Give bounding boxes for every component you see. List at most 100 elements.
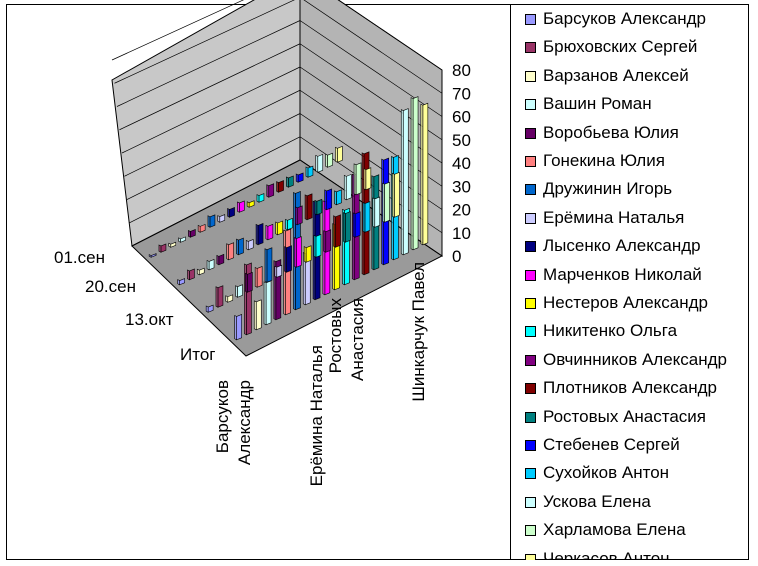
bar-side-15-1 [324,189,327,211]
bar-6-0 [209,214,216,228]
bar-14-2 [345,211,351,243]
legend-label: Марченков Николай [543,264,702,284]
legend-item: Ускова Елена [511,487,748,515]
bar-side-3-1 [206,259,210,271]
legend-swatch [525,99,536,111]
gridline [126,113,301,200]
bar-15-0 [297,172,304,183]
bar-side-7-2 [274,265,278,278]
bar-side-4-2 [245,272,248,293]
bar-side-7-0 [217,215,221,223]
legend-label: Овчинников Александр [543,349,728,369]
date-axis-label: 13.окт [125,310,174,329]
legend-swatch [525,468,536,480]
bar-side-9-1 [265,224,269,241]
bar-side-17-2 [372,197,376,228]
bar-12-2 [325,229,332,253]
bar-side-11-2 [313,234,317,258]
bar-side-15-2 [352,212,356,238]
bar-8-2 [286,245,292,273]
bar-14-0 [288,175,294,188]
bar-side-17-0 [315,154,319,173]
legend-swatch [525,383,536,395]
legend-swatch [525,212,536,224]
legend-swatch [525,525,536,537]
bar-6-1 [238,237,244,256]
bar-side-19-0 [335,146,338,163]
bar-side-13-1 [304,194,308,221]
bar-side-5-0 [197,224,201,233]
legend-swatch [525,241,536,253]
person-axis-label: Барсуков [213,380,232,453]
bar-6-2 [266,247,273,283]
legend-swatch [525,156,536,167]
chart-plot-area: 0 10 20 30 40 50 60 70 80 01.сен 20.сен 13.окт Итог Б… [54,0,471,486]
gridline [119,43,301,131]
bar-8-0 [229,206,235,218]
bar-side-19-2 [392,172,395,218]
bar-19-1 [365,167,372,191]
legend-item: Ерёмина Наталья [511,203,748,231]
gridline [303,0,443,94]
z-tick-label: 40 [452,154,471,173]
bar-19-0 [337,145,343,163]
bar-side-13-0 [276,181,279,193]
z-tick-label: 60 [452,108,471,127]
legend-label: Воробьева Юлия [543,122,679,142]
gridline [111,0,245,61]
bar-side-6-2 [264,248,268,283]
bar-side-3-2 [235,285,238,298]
bar-side-1-0 [158,244,162,253]
legend-label: Дружинин Игорь [543,179,673,199]
bar-side-2-0 [168,242,172,248]
bar-19-2 [394,171,400,218]
bar-17-0 [317,153,324,173]
bar-18-1 [355,162,362,196]
bar-side-17-1 [343,174,347,201]
legend-swatch [525,496,536,508]
bar-side-1-1 [187,269,190,281]
legend-swatch [525,354,536,366]
bar-5-2 [256,266,263,288]
bar-3-3 [265,280,272,326]
legend-swatch [525,326,536,338]
bar-side-12-0 [266,184,270,198]
bar-side-19-3 [420,103,424,246]
bar-side-19-1 [363,168,367,191]
bar-3-1 [208,259,215,271]
person-axis-label: Шинкарчук Павел [409,262,428,402]
bar-14-1 [316,198,323,216]
legend-item: Стебенев Сергей [511,430,748,458]
gridline [124,89,301,177]
gridline [121,66,301,154]
legend-label: Нестеров Александр [543,293,709,312]
bar-17-2 [374,196,381,228]
legend-item: Нестеров Александр [511,288,748,316]
bar-18-0 [327,152,333,168]
legend-item: Марченков Николай [511,260,748,288]
bar-13-0 [278,180,284,193]
z-tick-label: 70 [452,84,471,103]
legend-swatch [525,553,536,560]
legend-item: Варзанов Алексей [511,61,748,89]
bar-8-1 [257,222,264,246]
bar-side-14-1 [314,199,318,216]
bar-15-2 [354,211,361,238]
z-tick-label: 30 [452,177,471,196]
bar-15-1 [326,188,332,211]
legend-swatch [525,42,536,54]
bar-10-1 [277,220,283,236]
bar-side-12-1 [294,206,298,226]
bar-side-15-0 [295,173,299,183]
bar-19-3 [422,102,429,246]
bar-2-3 [255,299,262,331]
bar-0-3 [236,314,242,341]
legend-item: Барсуков Александр [511,4,748,32]
bar-side-8-2 [284,246,287,273]
bar-1-1 [189,268,195,281]
gridline [116,20,301,107]
bar-side-16-2 [362,202,366,233]
legend-label: Гонекина Юлия [543,151,665,170]
z-tick-label: 80 [452,61,471,80]
person-axis-label: Александр [235,380,254,465]
